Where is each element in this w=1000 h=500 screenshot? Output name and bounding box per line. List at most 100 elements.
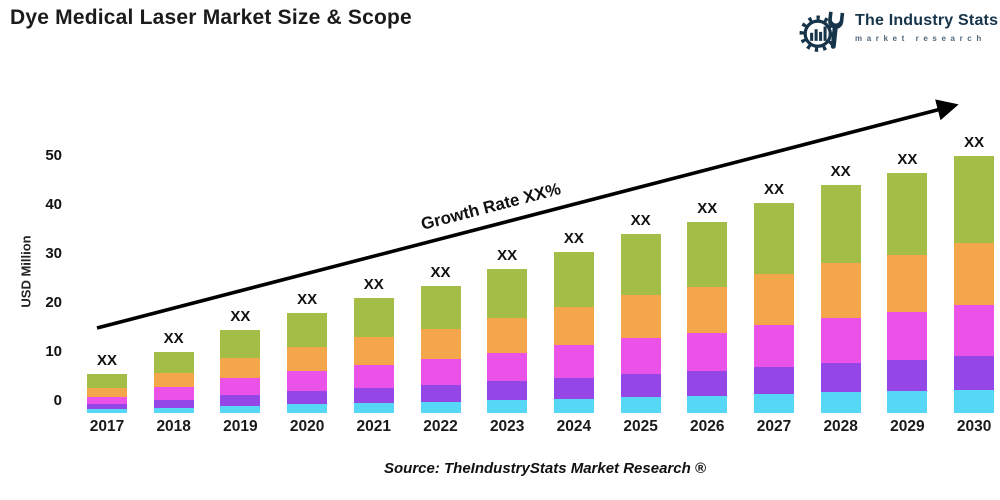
stacked-bar-2021	[353, 298, 394, 413]
bar-segment-magenta	[287, 371, 328, 392]
bar-segment-cyan	[420, 401, 461, 413]
gear-wrench-chart-icon	[798, 8, 850, 59]
bar-segment-orange	[287, 346, 328, 371]
bar-value-label: XX	[697, 200, 718, 218]
bar-segment-cyan	[153, 407, 194, 413]
bar-segment-green	[220, 329, 261, 358]
y-tick-label: 10	[45, 343, 62, 360]
stacked-bar-2030	[954, 156, 995, 413]
bar-segment-orange	[687, 286, 728, 333]
bar-segment-purple	[620, 373, 661, 397]
stacked-bar-2018	[153, 352, 194, 413]
bar-segment-cyan	[954, 389, 995, 413]
x-tick-label: 2027	[756, 418, 792, 435]
bar-value-label: XX	[163, 330, 184, 347]
x-tick-label: 2020	[289, 418, 325, 435]
bar-value-label: XX	[630, 212, 651, 230]
bar-value-label: XX	[497, 246, 518, 264]
bar-segment-orange	[553, 306, 594, 346]
bar-value-label: XX	[96, 352, 117, 370]
y-tick-label: 0	[53, 392, 62, 409]
bar-segment-orange	[353, 337, 394, 365]
bar-segment-magenta	[220, 378, 261, 395]
y-tick-label: 20	[45, 294, 62, 311]
page-title: Dye Medical Laser Market Size & Scope	[10, 6, 412, 29]
bar-value-label: XX	[430, 263, 451, 281]
bar-segment-green	[754, 202, 794, 275]
bar-segment-magenta	[487, 352, 528, 382]
x-tick-label: 2021	[356, 418, 392, 435]
x-tick-label: 2025	[623, 418, 658, 435]
bar-segment-magenta	[820, 317, 861, 363]
bar-segment-purple	[887, 360, 928, 392]
bar-value-label: XX	[897, 151, 918, 169]
bar-segment-purple	[487, 381, 528, 401]
bar-segment-magenta	[954, 305, 995, 357]
bar-segment-orange	[87, 387, 127, 397]
stacked-bar-2020	[287, 312, 328, 413]
stacked-bar-2026	[687, 222, 728, 413]
x-tick-label: 2028	[823, 418, 858, 435]
bar-value-label: XX	[297, 290, 318, 308]
bar-segment-orange	[954, 243, 995, 306]
bar-segment-orange	[487, 317, 528, 353]
y-axis-title: USD Million	[18, 235, 34, 308]
bar-segment-green	[487, 268, 528, 318]
x-tick-label: 2018	[156, 418, 191, 435]
brand-logo: The Industry Stats market research	[798, 8, 998, 54]
bar-segment-orange	[220, 358, 261, 379]
bar-segment-magenta	[620, 338, 661, 374]
bar-segment-green	[287, 312, 328, 347]
bar-segment-purple	[754, 366, 794, 395]
bar-segment-green	[620, 234, 661, 296]
bar-value-label: XX	[763, 180, 784, 198]
bar-segment-purple	[553, 377, 594, 399]
bar-segment-magenta	[553, 345, 594, 378]
bar-segment-purple	[954, 356, 995, 390]
bar-segment-cyan	[620, 396, 661, 413]
y-tick-label: 50	[45, 147, 62, 164]
x-tick-label: 2019	[223, 418, 258, 435]
bar-segment-green	[887, 173, 928, 255]
bar-segment-magenta	[153, 387, 194, 400]
bar-segment-green	[553, 251, 594, 307]
bar-value-label: XX	[830, 163, 851, 181]
logo-text: The Industry Stats market research	[855, 8, 998, 43]
logo-name: The Industry Stats	[855, 12, 999, 29]
bar-segment-green	[353, 298, 394, 338]
x-tick-label: 2026	[690, 418, 725, 435]
bar-segment-magenta	[353, 364, 394, 388]
bar-segment-cyan	[287, 404, 328, 413]
bar-segment-purple	[687, 371, 728, 396]
stacked-bar-2019	[220, 329, 261, 413]
x-tick-label: 2030	[956, 418, 992, 435]
stacked-bar-2029	[887, 173, 928, 413]
bar-segment-purple	[353, 387, 394, 403]
bar-segment-cyan	[754, 394, 794, 413]
x-tick-label: 2022	[423, 418, 458, 435]
bar-segment-magenta	[887, 312, 928, 361]
bar-segment-cyan	[887, 391, 928, 413]
bar-segment-cyan	[553, 398, 594, 413]
bar-value-label: XX	[363, 276, 384, 294]
bar-segment-cyan	[487, 400, 528, 413]
bar-segment-orange	[153, 372, 194, 388]
bar-segment-purple	[287, 391, 328, 405]
x-tick-label: 2023	[489, 418, 525, 435]
y-tick-label: 40	[45, 196, 62, 213]
bar-segment-cyan	[820, 392, 861, 413]
bar-segment-green	[820, 185, 861, 263]
bar-segment-green	[153, 352, 194, 373]
bar-segment-magenta	[420, 359, 461, 385]
stacked-bar-2025	[620, 234, 661, 413]
x-tick-label: 2024	[556, 418, 592, 435]
logo-tagline: market research	[855, 34, 986, 43]
y-tick-label: 30	[45, 245, 62, 262]
bar-segment-magenta	[687, 332, 728, 372]
bar-segment-green	[420, 285, 461, 330]
stacked-bar-2028	[820, 185, 861, 413]
x-tick-label: 2029	[890, 418, 925, 435]
bar-value-label: XX	[230, 307, 251, 325]
stacked-bar-2022	[420, 285, 461, 413]
